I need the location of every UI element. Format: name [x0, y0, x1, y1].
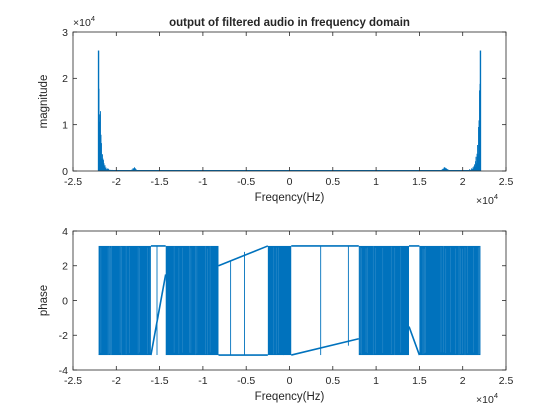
y-axis-label: phase — [38, 285, 50, 316]
plot-area — [73, 32, 506, 171]
chart-title: output of filtered audio in frequency do… — [169, 17, 410, 29]
chart-2: -2.5 -2 -1.5 -1 -0.5 0 0.5 1 1.5 2 2.5 -4 -2 0 2 4 Freqe… — [38, 226, 513, 406]
y-axis: -4 -2 0 2 4 — [59, 226, 506, 377]
x-tick-label: -2 — [112, 176, 121, 188]
x-tick-label: 0 — [287, 375, 293, 387]
chart-1: -2.5 -2 -1.5 -1 -0.5 0 0.5 1 1.5 2 2.5 0 1 2 3 Freqency… — [38, 14, 513, 207]
y-tick-label: 2 — [62, 261, 68, 273]
y-axis: 0 1 2 3 — [62, 27, 506, 178]
y-axis-exponent: ×104 — [73, 14, 95, 29]
x-tick-label: 0 — [287, 176, 293, 188]
x-tick-label: -1.5 — [151, 375, 169, 387]
x-axis-exponent: ×104 — [476, 192, 498, 207]
x-tick-label: 2.5 — [499, 176, 514, 188]
x-tick-label: -2.5 — [64, 375, 82, 387]
x-exponent-base: ×10 — [476, 195, 494, 207]
y-tick-label: 3 — [62, 27, 68, 39]
data-series — [98, 245, 481, 356]
x-tick-label: 1 — [373, 375, 379, 387]
x-tick-label: 1.5 — [412, 176, 427, 188]
x-tick-label: -1 — [198, 176, 207, 188]
x-tick-label: 1.5 — [412, 375, 427, 387]
x-tick-label: 2.5 — [499, 375, 514, 387]
phase-band-5 — [419, 245, 481, 356]
phase-band-1 — [98, 245, 151, 356]
phase-band-texture-2 — [165, 246, 211, 355]
phase-transition-bottom-3 — [291, 337, 359, 356]
x-tick-label: -0.5 — [237, 176, 255, 188]
phase-transition-bottom-4 — [408, 326, 421, 356]
x-tick-label: -2 — [112, 375, 121, 387]
x-exponent-power: 4 — [494, 391, 498, 400]
x-axis-label: Freqency(Hz) — [255, 192, 325, 204]
phase-band-texture-3 — [273, 247, 279, 355]
x-axis-label: Freqency(Hz) — [255, 391, 325, 403]
phase-band-texture-1 — [98, 246, 151, 356]
y-tick-label: -2 — [59, 330, 68, 342]
phase-band-texture-4 — [359, 246, 401, 355]
x-axis: -2.5 -2 -1.5 -1 -0.5 0 0.5 1 1.5 2 2.5 — [64, 32, 513, 188]
x-exponent-base: ×10 — [476, 394, 494, 406]
phase-transition-top-2 — [218, 245, 269, 267]
y-tick-label: -4 — [59, 365, 68, 377]
phase-band-texture-5 — [422, 245, 480, 355]
phase-band-4 — [358, 245, 410, 356]
y-tick-label: 0 — [62, 295, 68, 307]
y-axis-label: magnitude — [38, 75, 50, 129]
x-tick-label: -0.5 — [237, 375, 255, 387]
x-tick-label: 1 — [373, 176, 379, 188]
x-exponent-power: 4 — [494, 192, 498, 201]
x-tick-label: 0.5 — [325, 176, 340, 188]
y-tick-label: 4 — [62, 226, 68, 238]
x-tick-label: -1.5 — [151, 176, 169, 188]
y-tick-label: 0 — [62, 166, 68, 178]
phase-band-2 — [165, 245, 219, 356]
y-tick-label: 2 — [62, 73, 68, 85]
phase-transition-bottom-1 — [150, 274, 167, 356]
y-tick-label: 1 — [62, 119, 68, 131]
y-exponent-power: 4 — [91, 14, 95, 23]
phase-band-3 — [267, 245, 292, 356]
y-exponent-base: ×10 — [73, 17, 91, 29]
x-tick-label: -2.5 — [64, 176, 82, 188]
x-tick-label: -1 — [198, 375, 207, 387]
x-tick-label: 0.5 — [325, 375, 340, 387]
x-tick-label: 2 — [460, 176, 466, 188]
x-tick-label: 2 — [460, 375, 466, 387]
x-axis: -2.5 -2 -1.5 -1 -0.5 0 0.5 1 1.5 2 2.5 — [64, 231, 513, 387]
x-axis-exponent: ×104 — [476, 391, 498, 406]
